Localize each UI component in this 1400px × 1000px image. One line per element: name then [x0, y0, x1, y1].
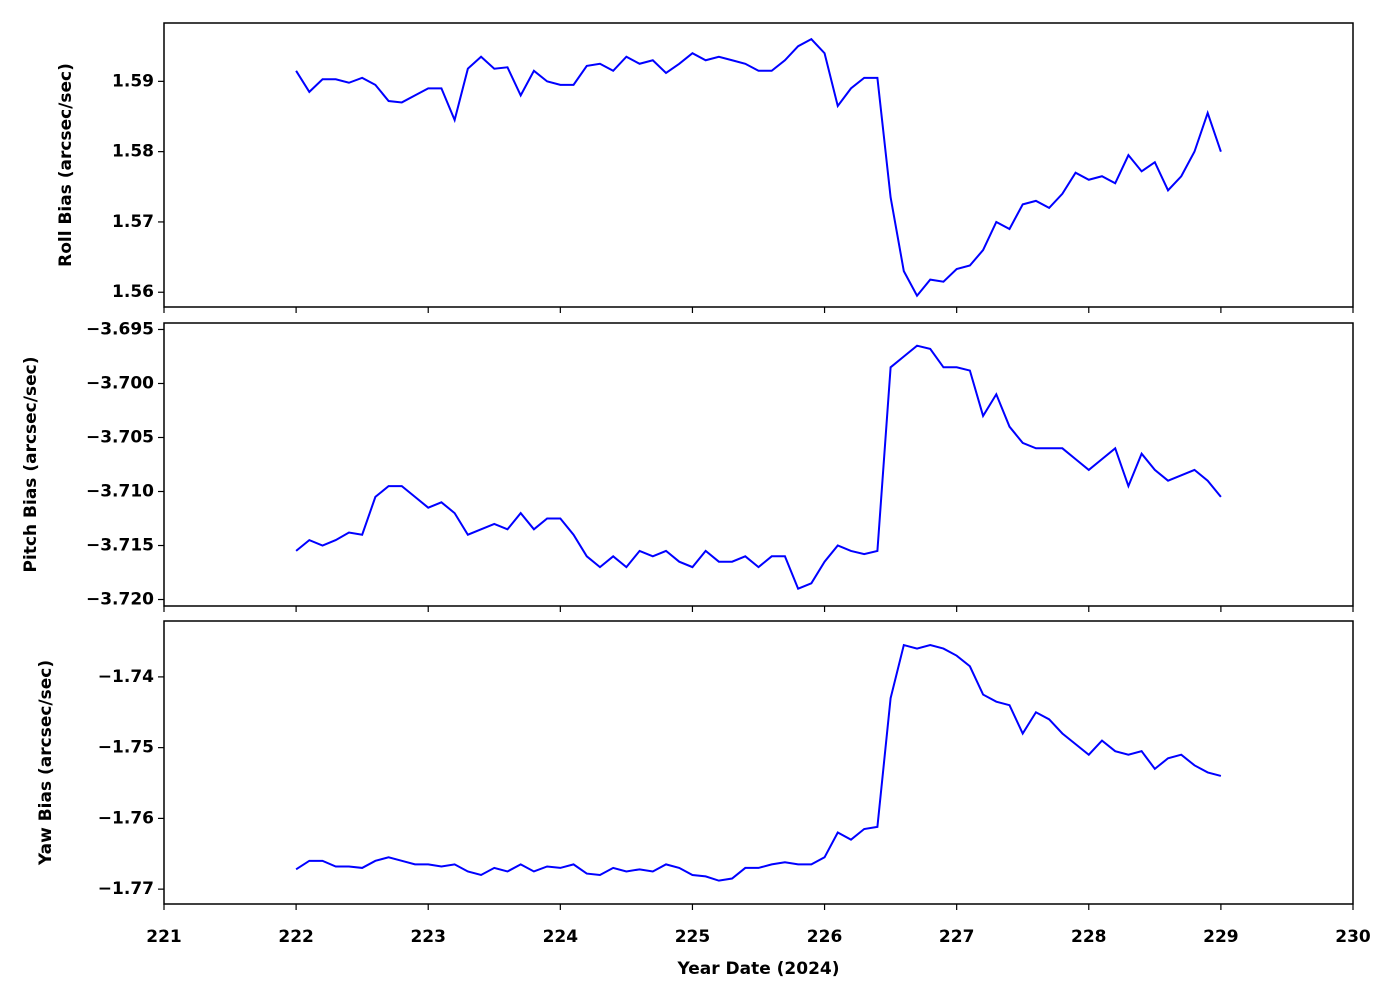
- x-tick-label: 225: [675, 927, 711, 947]
- x-axis-label: Year Date (2024): [676, 959, 839, 979]
- plot-frame: [163, 620, 1354, 905]
- y-axis-label: Roll Bias (arcsec/sec): [56, 63, 76, 267]
- x-tick-label: 228: [1071, 927, 1107, 947]
- y-tick-label: −3.715: [86, 536, 154, 556]
- y-tick-label: 1.59: [112, 71, 154, 91]
- x-tick-label: 224: [543, 927, 579, 947]
- y-tick-label: −1.74: [98, 667, 154, 687]
- plot-frame: [163, 322, 1354, 607]
- x-tick-label: 226: [807, 927, 843, 947]
- y-tick-label: −3.710: [86, 482, 154, 502]
- x-tick-label: 221: [146, 927, 182, 947]
- x-tick-label: 230: [1335, 927, 1371, 947]
- x-tick-label: 223: [410, 927, 446, 947]
- data-line: [295, 344, 1222, 591]
- y-tick-label: −1.77: [98, 879, 154, 899]
- y-tick-label: 1.57: [112, 212, 154, 232]
- y-tick-label: −1.75: [98, 738, 154, 758]
- y-axis-label: Yaw Bias (arcsec/sec): [36, 660, 56, 866]
- y-tick-label: 1.58: [112, 142, 154, 162]
- x-tick-label: 227: [939, 927, 975, 947]
- y-tick-label: −3.695: [86, 319, 154, 339]
- data-line: [295, 643, 1222, 882]
- data-line: [295, 37, 1222, 298]
- y-tick-label: 1.56: [112, 282, 154, 302]
- y-tick-label: −3.720: [86, 590, 154, 610]
- y-axis-label: Pitch Bias (arcsec/sec): [21, 357, 41, 573]
- y-tick-label: −3.705: [86, 427, 154, 447]
- y-tick-label: −1.76: [98, 808, 154, 828]
- x-tick-label: 229: [1203, 927, 1239, 947]
- y-tick-label: −3.700: [86, 373, 154, 393]
- plot-frame: [163, 22, 1354, 308]
- x-tick-label: 222: [278, 927, 314, 947]
